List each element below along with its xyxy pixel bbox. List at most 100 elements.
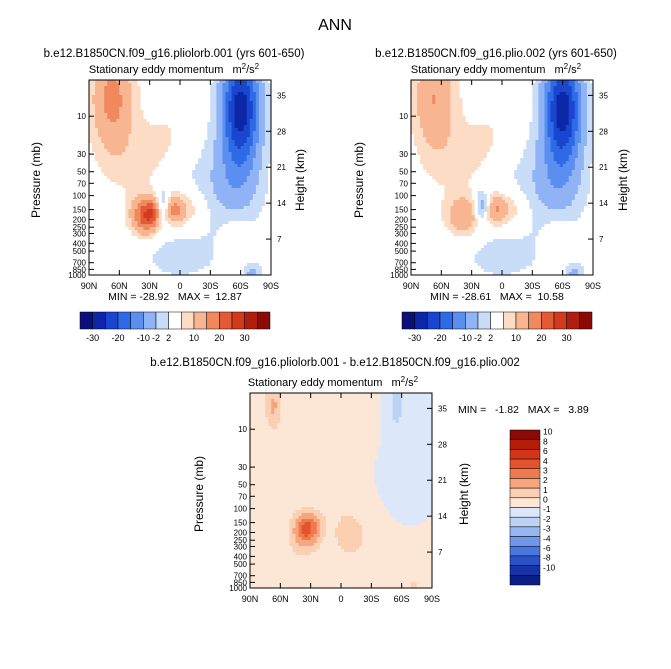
contour-cell	[155, 146, 160, 150]
contour-cell	[155, 80, 160, 84]
contour-cell	[474, 86, 479, 90]
contour-cell	[240, 191, 245, 195]
contour-cell	[237, 167, 242, 171]
contour-cell	[222, 173, 226, 177]
contour-cell	[210, 161, 214, 165]
contour-cell	[198, 191, 202, 195]
contour-cell	[225, 236, 230, 240]
contour-cell	[180, 194, 184, 198]
contour-cell	[505, 107, 509, 111]
contour-cell	[183, 212, 187, 216]
contour-cell	[146, 251, 151, 255]
contour-cell	[89, 128, 93, 132]
contour-cell	[477, 122, 482, 126]
contour-cell	[140, 206, 145, 210]
contour-cell	[243, 140, 248, 144]
contour-cell	[152, 116, 157, 120]
contour-cell	[252, 251, 257, 255]
contour-cell	[213, 101, 217, 105]
contour-cell	[583, 95, 588, 99]
contour-cell	[219, 167, 223, 171]
contour-cell	[450, 107, 454, 111]
contour-cell	[198, 137, 202, 141]
contour-cell	[173, 215, 178, 219]
contour-cell	[225, 155, 230, 159]
contour-cell	[110, 203, 114, 207]
contour-cell	[589, 104, 594, 108]
contour-cell	[146, 170, 151, 174]
contour-cell	[583, 98, 588, 102]
contour-cell	[116, 203, 120, 207]
contour-cell	[101, 95, 105, 99]
contour-cell	[201, 191, 205, 195]
contour-cell	[520, 116, 524, 120]
contour-cell	[195, 143, 199, 147]
contour-cell	[189, 128, 193, 132]
contour-cell	[149, 158, 154, 162]
contour-cell	[155, 179, 160, 183]
contour-cell	[186, 155, 190, 159]
contour-cell	[204, 203, 208, 207]
contour-cell	[186, 269, 190, 273]
contour-cell	[204, 200, 208, 204]
contour-cell	[161, 173, 166, 177]
contour-cell	[255, 188, 260, 192]
contour-cell	[131, 92, 135, 96]
contour-cell	[155, 131, 160, 135]
contour-cell	[222, 221, 226, 225]
contour-cell	[207, 176, 211, 180]
contour-cell	[125, 272, 129, 276]
contour-cell	[140, 185, 145, 189]
contour-cell	[228, 260, 233, 264]
contour-cell	[441, 86, 445, 90]
contour-cell	[113, 218, 117, 222]
contour-cell	[158, 203, 163, 207]
contour-cell	[246, 158, 251, 162]
x-tick-label: 90S	[263, 281, 279, 291]
contour-cell	[173, 263, 178, 267]
contour-cell	[465, 86, 470, 90]
contour-cell	[122, 152, 126, 156]
contour-cell	[134, 191, 139, 195]
contour-cell	[152, 143, 157, 147]
contour-cell	[198, 269, 202, 273]
contour-cell	[468, 125, 473, 129]
contour-cell	[264, 125, 269, 129]
contour-cell	[225, 257, 230, 261]
contour-cell	[204, 251, 208, 255]
contour-cell	[195, 248, 199, 252]
contour-cell	[146, 92, 151, 96]
contour-cell	[228, 242, 233, 246]
contour-cell	[423, 89, 427, 93]
contour-cell	[110, 239, 114, 243]
contour-cell	[104, 260, 108, 264]
contour-cell	[164, 104, 169, 108]
contour-cell	[146, 113, 151, 117]
contour-cell	[128, 128, 132, 132]
contour-cell	[173, 110, 178, 114]
contour-cell	[173, 230, 178, 234]
contour-cell	[508, 83, 512, 87]
contour-cell	[456, 80, 461, 84]
contour-cell	[140, 236, 145, 240]
contour-cell	[474, 128, 479, 132]
contour-cell	[119, 206, 123, 210]
contour-cell	[462, 125, 467, 129]
contour-cell	[192, 167, 196, 171]
contour-cell	[246, 173, 251, 177]
contour-cell	[149, 215, 154, 219]
contour-cell	[101, 164, 105, 168]
contour-cell	[264, 149, 269, 153]
contour-cell	[450, 101, 454, 105]
contour-cell	[195, 176, 199, 180]
contour-cell	[210, 179, 214, 183]
contour-cell	[201, 125, 205, 129]
contour-cell	[101, 179, 105, 183]
contour-cell	[231, 116, 236, 120]
contour-cell	[131, 269, 135, 273]
contour-cell	[195, 101, 199, 105]
contour-cell	[140, 227, 145, 231]
contour-cell	[234, 146, 239, 150]
contour-cell	[125, 80, 129, 84]
contour-cell	[95, 149, 99, 153]
